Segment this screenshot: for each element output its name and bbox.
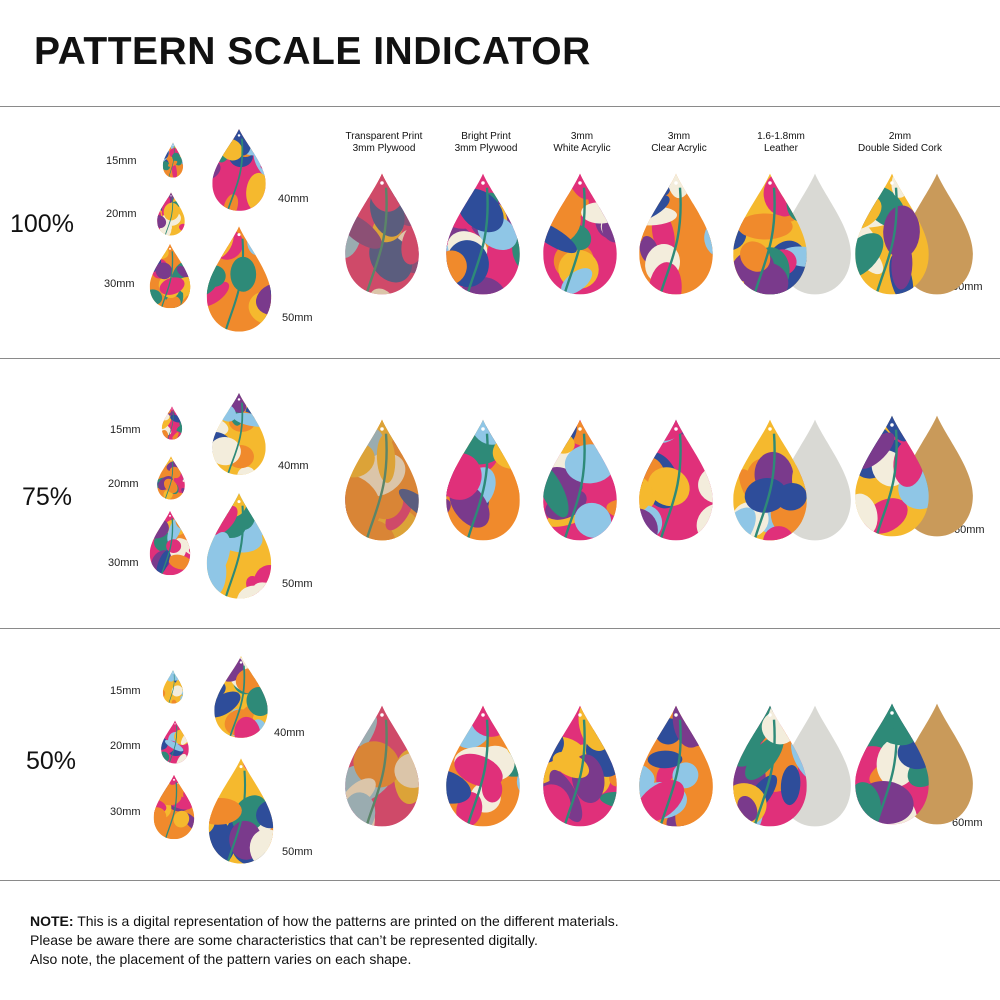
material-header: 1.6-1.8mm Leather	[757, 131, 805, 154]
earring-cork	[852, 702, 932, 826]
size-label: 40mm	[278, 193, 309, 205]
size-label: 40mm	[274, 727, 305, 739]
earring-cork	[852, 172, 932, 296]
earring-leather	[730, 704, 810, 828]
earring-15mm	[162, 142, 184, 178]
size-label: 15mm	[110, 685, 141, 697]
material-header: 2mm Double Sided Cork	[858, 131, 942, 154]
earring-clear-acrylic	[636, 418, 716, 542]
divider	[0, 106, 1000, 107]
earring-20mm	[156, 192, 186, 236]
size-label: 30mm	[110, 806, 141, 818]
earring-white-acrylic	[540, 704, 620, 828]
material-header: 3mm Clear Acrylic	[651, 131, 707, 154]
earring-20mm	[160, 720, 190, 764]
earring-50mm	[204, 492, 274, 600]
earring-plywood-transparent	[342, 704, 422, 828]
size-label: 60mm	[954, 524, 985, 536]
size-label: 15mm	[110, 424, 141, 436]
size-label: 30mm	[104, 278, 135, 290]
size-label: 20mm	[106, 208, 137, 220]
disclaimer-note: NOTE: This is a digital representation o…	[30, 912, 930, 969]
earring-20mm	[156, 456, 186, 500]
size-label: 50mm	[282, 578, 313, 590]
scale-label: 100%	[10, 210, 74, 238]
size-label: 20mm	[108, 478, 139, 490]
scale-label: 75%	[22, 483, 73, 511]
earring-40mm	[210, 128, 268, 212]
scale-label: 50%	[26, 747, 77, 775]
page-title: PATTERN SCALE INDICATOR	[34, 30, 591, 73]
earring-plywood-bright	[443, 704, 523, 828]
earring-plywood-transparent	[342, 418, 422, 542]
material-header: Bright Print 3mm Plywood	[454, 131, 518, 154]
note-line: Also note, the placement of the pattern …	[30, 951, 412, 967]
earring-leather	[730, 418, 810, 542]
size-label: 15mm	[106, 155, 137, 167]
size-label: 60mm	[952, 817, 983, 829]
earring-clear-acrylic	[636, 704, 716, 828]
divider	[0, 358, 1000, 359]
size-label: 50mm	[282, 846, 313, 858]
earring-30mm	[152, 774, 196, 840]
note-label: NOTE:	[30, 913, 74, 929]
divider	[0, 880, 1000, 881]
earring-15mm	[161, 406, 183, 440]
earring-white-acrylic	[540, 172, 620, 296]
earring-plywood-transparent	[342, 172, 422, 296]
size-label: 20mm	[110, 740, 141, 752]
earring-clear-acrylic	[636, 172, 716, 296]
earring-15mm	[162, 670, 184, 704]
earring-40mm	[210, 392, 268, 476]
earring-30mm	[148, 510, 192, 576]
earring-30mm	[148, 243, 192, 309]
note-line: This is a digital representation of how …	[73, 913, 619, 929]
earring-50mm	[206, 757, 276, 865]
earring-40mm	[212, 655, 270, 739]
earring-white-acrylic	[540, 418, 620, 542]
size-label: 30mm	[108, 557, 139, 569]
divider	[0, 628, 1000, 629]
material-header: 3mm White Acrylic	[553, 131, 611, 154]
earring-cork	[852, 414, 932, 538]
size-label: 50mm	[282, 312, 313, 324]
earring-plywood-bright	[443, 418, 523, 542]
material-header: Transparent Print 3mm Plywood	[345, 131, 423, 154]
size-label: 40mm	[278, 460, 309, 472]
note-line: Please be aware there are some character…	[30, 932, 538, 948]
earring-leather	[730, 172, 810, 296]
earring-50mm	[204, 225, 274, 333]
earring-plywood-bright	[443, 172, 523, 296]
